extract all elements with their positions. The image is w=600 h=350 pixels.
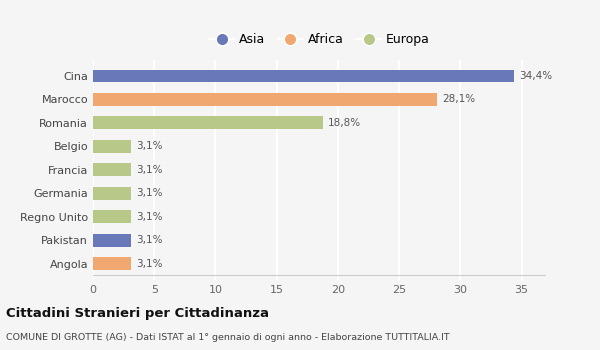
Bar <box>93 117 323 129</box>
Bar <box>93 257 131 270</box>
Text: 34,4%: 34,4% <box>519 71 552 81</box>
Text: 28,1%: 28,1% <box>442 94 475 104</box>
Text: 3,1%: 3,1% <box>136 141 163 151</box>
Text: 3,1%: 3,1% <box>136 212 163 222</box>
Text: Cittadini Stranieri per Cittadinanza: Cittadini Stranieri per Cittadinanza <box>6 307 269 320</box>
Bar <box>93 163 131 176</box>
Bar <box>93 187 131 199</box>
Bar <box>93 140 131 153</box>
Text: COMUNE DI GROTTE (AG) - Dati ISTAT al 1° gennaio di ogni anno - Elaborazione TUT: COMUNE DI GROTTE (AG) - Dati ISTAT al 1°… <box>6 332 449 342</box>
Bar <box>93 234 131 246</box>
Text: 3,1%: 3,1% <box>136 235 163 245</box>
Legend: Asia, Africa, Europa: Asia, Africa, Europa <box>204 28 435 51</box>
Text: 3,1%: 3,1% <box>136 259 163 268</box>
Text: 3,1%: 3,1% <box>136 165 163 175</box>
Bar <box>93 93 437 106</box>
Text: 18,8%: 18,8% <box>328 118 361 128</box>
Bar <box>93 70 514 82</box>
Text: 3,1%: 3,1% <box>136 188 163 198</box>
Bar <box>93 210 131 223</box>
